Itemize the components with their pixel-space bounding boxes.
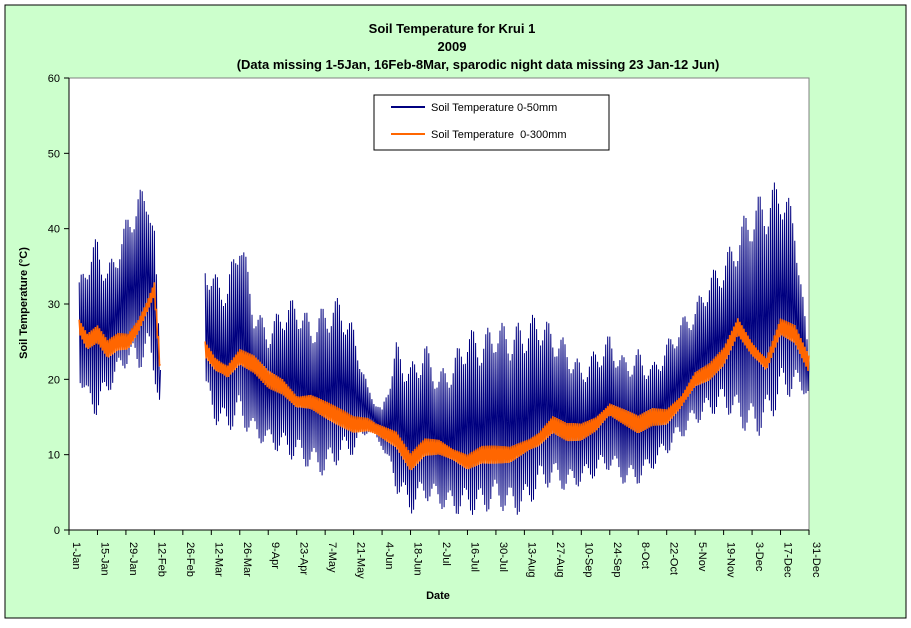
- series-line-0-300mm: [78, 282, 162, 368]
- y-tick-label: 60: [48, 73, 60, 85]
- x-tick-label: 24-Sep: [611, 542, 623, 577]
- x-tick-label: 1-Jan: [70, 542, 82, 570]
- y-tick-label: 20: [48, 374, 60, 386]
- x-tick-label: 3-Dec: [753, 542, 765, 572]
- chart-title: Soil Temperature for Krui 1: [369, 21, 536, 36]
- x-tick-label: 18-Jun: [412, 542, 424, 576]
- x-tick-label: 21-May: [355, 542, 367, 579]
- x-tick-label: 10-Sep: [582, 542, 594, 577]
- legend-label-0-50mm: Soil Temperature 0-50mm: [431, 102, 557, 114]
- chart-note: (Data missing 1-5Jan, 16Feb-8Mar, sparod…: [237, 57, 720, 72]
- y-tick-label: 50: [48, 148, 60, 160]
- x-tick-label: 27-Aug: [554, 542, 566, 577]
- chart-subtitle: 2009: [438, 39, 467, 54]
- x-tick-label: 15-Jan: [98, 542, 110, 576]
- y-axis-label: Soil Temperature (°C): [18, 247, 30, 359]
- x-tick-label: 31-Dec: [810, 542, 822, 578]
- legend-label-0-300mm: Soil Temperature 0-300mm: [431, 129, 567, 141]
- x-tick-label: 5-Nov: [696, 542, 708, 572]
- y-tick-label: 0: [54, 525, 60, 537]
- legend: Soil Temperature 0-50mm Soil Temperature…: [373, 94, 610, 151]
- series-line-0-300mm: [204, 318, 810, 471]
- x-tick-label: 4-Jun: [383, 542, 395, 570]
- x-tick-label: 7-May: [326, 542, 338, 573]
- x-tick-label: 12-Mar: [212, 542, 224, 577]
- x-tick-label: 9-Apr: [269, 542, 281, 569]
- y-tick-label: 30: [48, 299, 60, 311]
- x-tick-label: 13-Aug: [525, 542, 537, 577]
- x-tick-label: 17-Dec: [782, 542, 794, 578]
- x-tick-label: 26-Feb: [184, 542, 196, 577]
- x-tick-label: 2-Jul: [440, 542, 452, 566]
- axes: 0 10 20 30 40 50 60 1-Jan 15-Jan 29-Jan 12-Feb 26-F…: [48, 73, 822, 579]
- x-tick-label: 22-Oct: [668, 542, 680, 575]
- y-tick-label: 40: [48, 224, 60, 236]
- y-tick-label: 10: [48, 450, 60, 462]
- series-0-50mm: [78, 182, 810, 515]
- x-tick-label: 12-Feb: [155, 542, 167, 577]
- x-tick-label: 16-Jul: [468, 542, 480, 572]
- series-0-300mm: [78, 282, 810, 471]
- series-line-0-50mm: [204, 182, 810, 515]
- series-line-0-50mm: [78, 189, 161, 416]
- x-tick-label: 23-Apr: [298, 542, 310, 575]
- x-tick-label: 8-Oct: [639, 542, 651, 569]
- x-tick-label: 26-Mar: [241, 542, 253, 577]
- x-tick-label: 30-Jul: [497, 542, 509, 572]
- x-tick-label: 19-Nov: [725, 542, 737, 578]
- x-axis-label: Date: [426, 590, 450, 602]
- x-tick-label: 29-Jan: [127, 542, 139, 576]
- plot-area: [68, 77, 810, 531]
